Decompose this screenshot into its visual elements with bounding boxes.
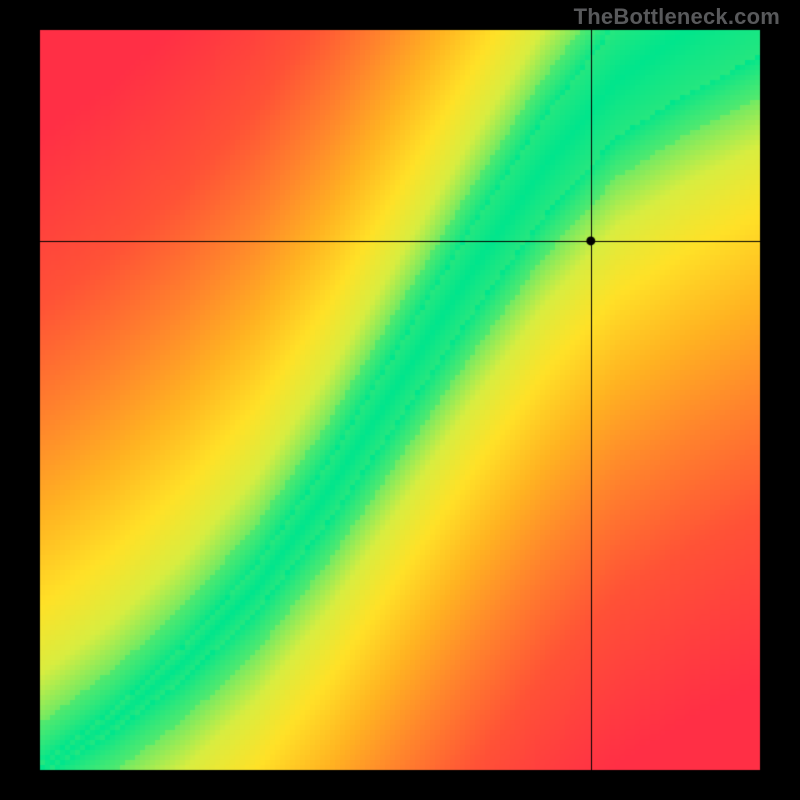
chart-container: TheBottleneck.com	[0, 0, 800, 800]
bottleneck-heatmap	[0, 0, 800, 800]
watermark: TheBottleneck.com	[574, 4, 780, 30]
